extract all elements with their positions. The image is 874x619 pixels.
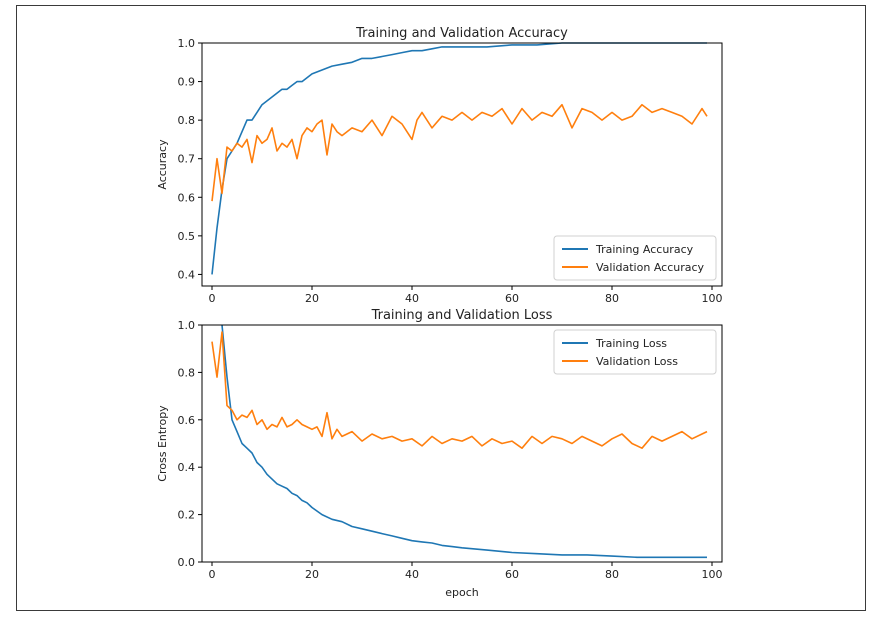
figure-frame	[16, 5, 866, 611]
x-tick-label: 60	[505, 568, 519, 581]
y-axis-label: Accuracy	[156, 139, 169, 190]
x-tick-label: 80	[605, 568, 619, 581]
legend-label-validation-accuracy: Validation Accuracy	[596, 261, 705, 274]
legend-box	[553, 329, 717, 375]
y-tick-label: 0.0	[178, 556, 196, 569]
x-tick-label: 60	[505, 292, 519, 305]
chart-panel-1: 0 20 40 60 80 100 0.4 0.5 0.6 0.7 0.8 0.9 1.0 Trainin…	[156, 26, 723, 305]
x-tick-label: 40	[405, 292, 419, 305]
y-tick-label: 0.4	[178, 461, 196, 474]
y-tick-label: 1.0	[178, 37, 196, 50]
legend-box	[553, 235, 717, 281]
legend-label-training-loss: Training Loss	[595, 337, 667, 350]
y-tick-label: 1.0	[178, 319, 196, 332]
y-tick-label: 0.9	[178, 76, 196, 89]
y-tick-label: 0.2	[178, 509, 196, 522]
y-tick-label: 0.6	[178, 414, 196, 427]
legend-label-validation-loss: Validation Loss	[596, 355, 678, 368]
x-tick-label: 20	[305, 292, 319, 305]
y-tick-label: 0.8	[178, 114, 196, 127]
chart-panel-2: 0 20 40 60 80 100 0.0 0.2 0.4 0.6 0.8 1.0 Training a…	[156, 308, 723, 599]
series-line-training-accuracy	[211, 42, 707, 275]
y-tick-label: 0.5	[178, 230, 196, 243]
plot-area-frame	[201, 324, 723, 563]
series-line-validation-loss	[211, 331, 708, 450]
y-tick-label: 0.7	[178, 153, 196, 166]
y-tick-label: 0.8	[178, 366, 196, 379]
legend: Training Accuracy Validation Accuracy	[553, 235, 717, 281]
x-tick-label: 80	[605, 292, 619, 305]
x-tick-label: 40	[405, 568, 419, 581]
x-tick-label: 0	[209, 568, 216, 581]
y-axis-label: Cross Entropy	[156, 405, 169, 482]
x-tick-label: 100	[702, 292, 723, 305]
chart-title: Training and Validation Accuracy	[355, 26, 568, 41]
legend: Training Loss Validation Loss	[553, 329, 717, 375]
x-tick-label: 100	[702, 568, 723, 581]
series-line-validation-accuracy	[211, 103, 708, 202]
x-axis-label: epoch	[445, 586, 479, 599]
plot-area-frame	[201, 42, 723, 287]
chart-title: Training and Validation Loss	[371, 308, 553, 323]
x-tick-label: 20	[305, 568, 319, 581]
legend-label-training-accuracy: Training Accuracy	[595, 243, 694, 256]
series-line-training-loss	[221, 324, 707, 559]
y-tick-label: 0.6	[178, 191, 196, 204]
x-tick-label: 0	[209, 292, 216, 305]
y-tick-label: 0.4	[178, 268, 196, 281]
